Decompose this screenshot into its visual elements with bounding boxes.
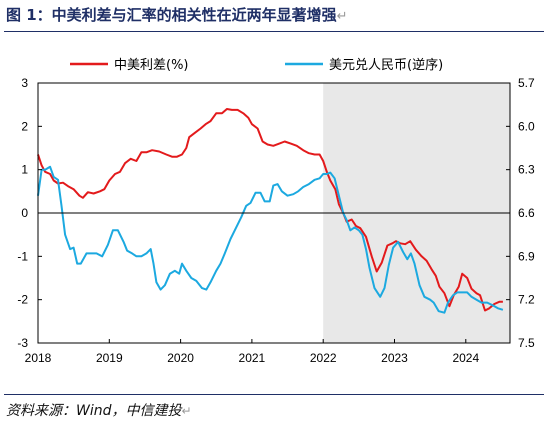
chart-title: 图 1：中美利差与汇率的相关性在近两年显著增强↵ (6, 4, 348, 25)
source-note: 资料来源：Wind，中信建投↵ (6, 400, 192, 420)
left-tick-label: 2 (21, 119, 28, 133)
source-text: 资料来源：Wind，中信建投 (6, 403, 182, 419)
x-tick-label: 2018 (25, 351, 52, 365)
return-mark-icon: ↵ (336, 9, 348, 24)
left-tick-label: 0 (21, 206, 28, 220)
right-tick-label: 6.9 (518, 249, 535, 263)
right-y-axis: 5.7 6.0 6.3 6.6 6.9 7.2 7.5 (506, 76, 535, 350)
left-tick-label: 1 (21, 163, 28, 177)
title-rule (4, 31, 544, 32)
series-line-1 (37, 108, 503, 312)
source-rule (4, 394, 544, 395)
left-tick-label: 3 (21, 76, 28, 90)
left-tick-label: -3 (17, 336, 28, 350)
return-mark-icon: ↵ (181, 404, 192, 418)
legend-label-2: 美元兑人民币(逆序) (329, 57, 443, 73)
series-lines (37, 108, 504, 314)
legend: 中美利差(%) 美元兑人民币(逆序) (70, 57, 443, 73)
x-tick-label: 2021 (239, 351, 266, 365)
right-tick-label: 6.0 (518, 119, 535, 133)
left-y-axis: -3 -2 -1 0 1 2 3 (17, 76, 42, 350)
x-tick-label: 2022 (310, 351, 337, 365)
right-tick-label: 6.3 (518, 163, 535, 177)
right-tick-label: 7.5 (518, 336, 535, 350)
left-tick-label: -1 (17, 249, 28, 263)
x-tick-label: 2019 (96, 351, 123, 365)
series-line-2 (37, 165, 504, 314)
chart-title-text: 图 1：中美利差与汇率的相关性在近两年显著增强 (6, 6, 337, 24)
right-tick-label: 7.2 (518, 293, 535, 307)
x-tick-label: 2020 (167, 351, 194, 365)
right-tick-label: 5.7 (518, 76, 535, 90)
x-tick-label: 2023 (381, 351, 408, 365)
x-tick-label: 2024 (452, 351, 479, 365)
right-tick-label: 6.6 (518, 206, 535, 220)
x-axis: 2018 2019 2020 2021 2022 2023 2024 (25, 339, 479, 365)
left-tick-label: -2 (17, 293, 28, 307)
legend-label-1: 中美利差(%) (114, 58, 189, 73)
